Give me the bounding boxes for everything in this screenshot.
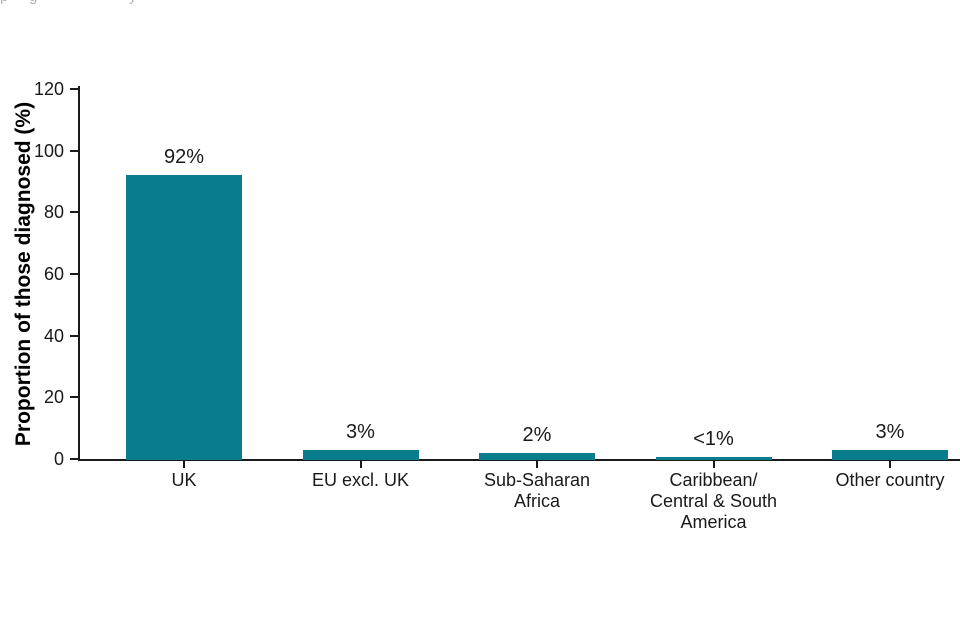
clipped-text-fragment: g [29, 0, 37, 5]
y-tick-mark [70, 334, 78, 337]
y-tick-mark [70, 211, 78, 214]
y-tick-label: 80 [43, 202, 64, 223]
y-tick-label: 40 [43, 325, 64, 346]
x-category-label: Caribbean/ Central & South America [649, 470, 778, 532]
y-tick-mark [70, 396, 78, 399]
y-tick-label: 0 [53, 449, 64, 469]
y-tick-label: 20 [43, 387, 64, 408]
y-axis-line [78, 86, 80, 461]
y-tick-label: 100 [33, 140, 64, 161]
bar-value-label: 2% [522, 423, 552, 446]
bar-1 [126, 175, 242, 460]
bar-3 [479, 452, 595, 460]
bar-value-label: 92% [163, 146, 205, 169]
bar-value-label: 3% [875, 420, 905, 443]
x-category-label: UK [171, 470, 197, 490]
y-tick-mark [70, 88, 78, 90]
x-tick-mark [889, 461, 891, 468]
y-tick-mark [70, 458, 78, 460]
x-category-label: Sub-Saharan Africa [483, 470, 591, 511]
bar-4 [655, 457, 772, 460]
x-tick-mark [536, 461, 538, 468]
bar-value-label: 3% [346, 420, 375, 443]
y-tick-mark [70, 149, 78, 152]
y-tick-mark [70, 273, 78, 275]
clipped-text-fragment: y [129, 0, 137, 5]
bar-2 [302, 449, 419, 460]
x-axis-line [78, 459, 960, 461]
x-tick-mark [183, 461, 185, 468]
clipped-text-fragments: pgy [0, 0, 320, 5]
x-category-label: EU excl. UK [311, 470, 410, 490]
y-tick-label: 60 [43, 264, 64, 284]
y-tick-label: 120 [33, 79, 64, 99]
x-category-label: Other country [835, 470, 945, 490]
bar-value-label: <1% [693, 428, 734, 450]
x-tick-mark [359, 461, 362, 468]
bar-5 [832, 449, 948, 460]
clipped-text-fragment: p [0, 0, 8, 5]
x-tick-mark [712, 461, 715, 468]
